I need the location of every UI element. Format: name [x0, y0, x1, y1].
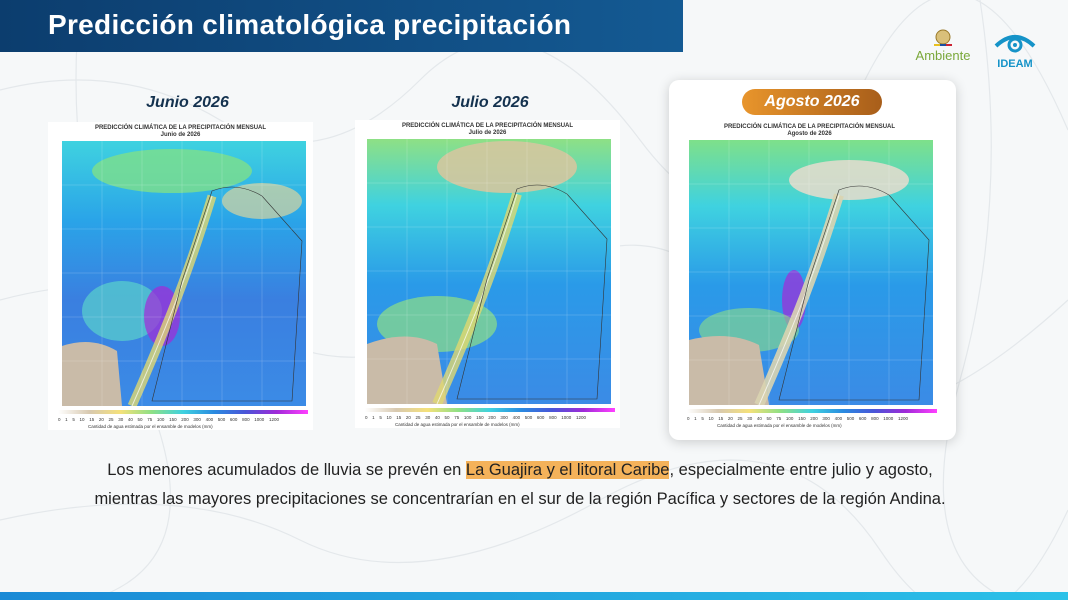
map-title: PREDICCIÓN CLIMÁTICA DE LA PRECIPITACIÓN… — [94, 125, 267, 131]
summary-line1-start: Los menores acumulados de lluvia se prev… — [107, 461, 466, 479]
colorbar-ticks: 0 1 5 10 15 20 25 30 40 50 75 100 150 20… — [687, 416, 908, 421]
colorbar — [687, 409, 937, 413]
precipitation-map-july: PREDICCIÓN CLIMÁTICA DE LA PRECIPITACIÓN… — [355, 120, 620, 428]
ambiente-logo: Ambiente — [912, 28, 974, 72]
precipitation-raster — [689, 140, 933, 405]
panel-label-july: Julio 2026 — [451, 94, 529, 111]
colorbar-ticks: 0 1 5 10 15 20 25 30 40 50 75 100 150 20… — [365, 415, 586, 420]
precipitation-map-june: PREDICCIÓN CLIMÁTICA DE LA PRECIPITACIÓN… — [48, 122, 313, 430]
ministry-seal-icon — [934, 29, 952, 46]
colorbar — [365, 408, 615, 412]
slide-title: Predicción climatológica precipitación — [48, 9, 572, 40]
bottom-accent-bar — [0, 592, 1068, 600]
map-subtitle: Agosto de 2026 — [787, 131, 832, 137]
panel-label-august: Agosto 2026 — [742, 89, 882, 115]
colorbar-caption: Cantidad de agua estimada por el ensambl… — [395, 422, 520, 427]
ambiente-logo-text: Ambiente — [915, 48, 971, 63]
summary-line1-end: , especialmente entre julio y agosto, — [669, 461, 933, 479]
precipitation-raster — [62, 141, 306, 406]
summary-text: Los menores acumulados de lluvia se prev… — [40, 456, 1000, 514]
panel-label-june: Junio 2026 — [146, 94, 229, 111]
ideam-logo: IDEAM — [990, 28, 1040, 72]
summary-line2: mientras las mayores precipitaciones se … — [94, 490, 946, 508]
colorbar — [58, 410, 308, 414]
map-title: PREDICCIÓN CLIMÁTICA DE LA PRECIPITACIÓN… — [401, 123, 574, 129]
ideam-eye-icon — [994, 35, 1036, 53]
map-subtitle: Julio de 2026 — [468, 130, 507, 136]
colorbar-ticks: 0 1 5 10 15 20 25 30 40 50 75 100 150 20… — [58, 417, 279, 422]
map-title: PREDICCIÓN CLIMÁTICA DE LA PRECIPITACIÓN… — [723, 124, 896, 130]
summary-highlight: La Guajira y el litoral Caribe — [465, 461, 670, 479]
precipitation-map-august: PREDICCIÓN CLIMÁTICA DE LA PRECIPITACIÓN… — [677, 121, 942, 429]
ideam-logo-text: IDEAM — [997, 58, 1033, 70]
colorbar-caption: Cantidad de agua estimada por el ensambl… — [88, 424, 213, 429]
precipitation-raster — [367, 139, 611, 404]
title-bar — [0, 0, 683, 52]
map-subtitle: Junio de 2026 — [160, 132, 201, 138]
colorbar-caption: Cantidad de agua estimada por el ensambl… — [717, 423, 842, 428]
